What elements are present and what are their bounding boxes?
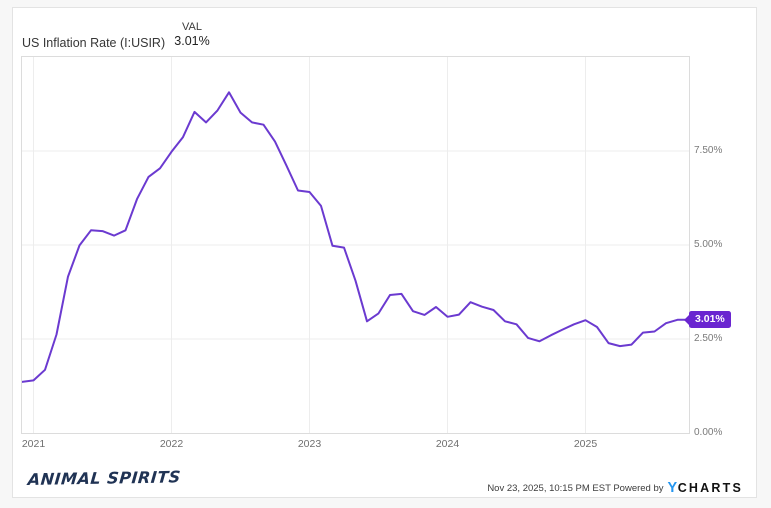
chart-card: US Inflation Rate (I:USIR) VAL 3.01% 0.0… bbox=[12, 7, 757, 498]
ycharts-logo-rest: CHARTS bbox=[677, 481, 743, 495]
x-tick-label: 2024 bbox=[435, 438, 460, 450]
x-tick-label: 2023 bbox=[297, 438, 322, 450]
y-tick-label: 5.00% bbox=[694, 239, 723, 250]
attribution-bar: Nov 23, 2025, 10:15 PM EST Powered by YC… bbox=[487, 479, 743, 497]
value-column-header: VAL bbox=[182, 21, 202, 33]
y-tick-label: 0.00% bbox=[694, 427, 723, 438]
latest-value-badge: 3.01% bbox=[684, 311, 731, 328]
inflation-line-chart bbox=[22, 57, 689, 433]
ycharts-logo: YCHARTS bbox=[668, 480, 743, 496]
badge-value: 3.01% bbox=[695, 313, 725, 325]
inflation-rate-line bbox=[22, 91, 689, 383]
badge-arrow-icon bbox=[684, 314, 689, 325]
x-tick-label: 2025 bbox=[573, 438, 598, 450]
y-tick-label: 2.50% bbox=[694, 333, 723, 344]
plot-area[interactable] bbox=[21, 56, 690, 434]
chart-title: US Inflation Rate (I:USIR) bbox=[22, 36, 166, 50]
attribution-timestamp: Nov 23, 2025, 10:15 PM EST Powered by bbox=[487, 482, 664, 494]
ycharts-logo-y: Y bbox=[667, 480, 678, 496]
x-tick-label: 2022 bbox=[159, 438, 184, 450]
animal-spirits-logo: ANIMAL SPIRITS bbox=[27, 467, 182, 489]
value-column: VAL 3.01% bbox=[161, 20, 223, 49]
y-tick-label: 7.50% bbox=[694, 145, 723, 156]
x-tick-label: 2021 bbox=[21, 438, 46, 450]
value-column-value: 3.01% bbox=[174, 34, 210, 48]
